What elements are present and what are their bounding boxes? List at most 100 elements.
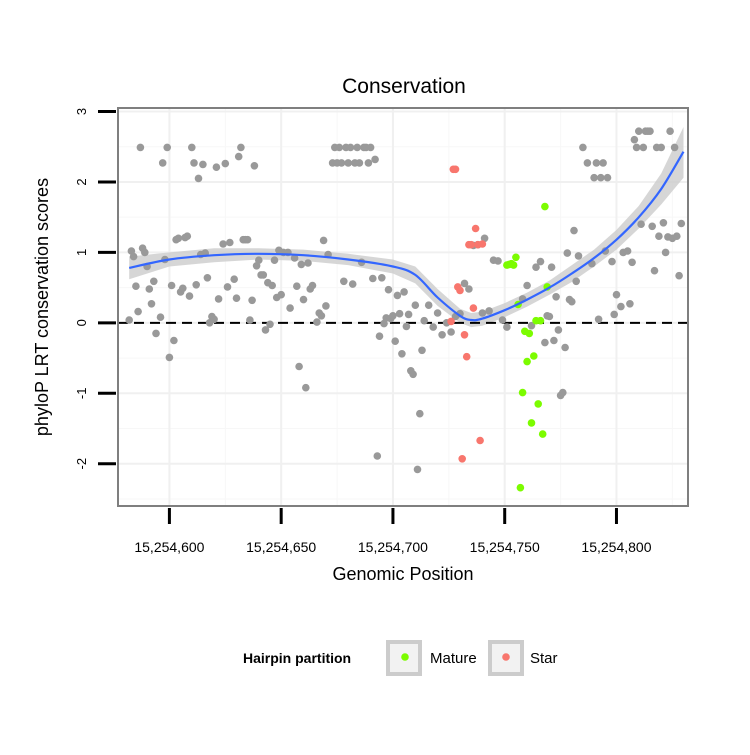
point-other	[246, 316, 254, 324]
point-other	[150, 277, 158, 286]
point-other	[340, 277, 348, 286]
y-tick-label: 3	[74, 108, 89, 115]
point-other	[460, 279, 469, 288]
x-tick-label: 15,254,800	[581, 539, 651, 555]
legend-marker-mature	[401, 653, 409, 661]
point-other	[655, 232, 663, 240]
point-other	[608, 257, 616, 266]
point-mature	[509, 261, 518, 269]
legend-key-mature	[386, 640, 422, 676]
point-other	[527, 321, 536, 330]
point-other	[223, 283, 232, 291]
point-other	[226, 238, 234, 247]
point-other	[165, 353, 174, 362]
point-other	[570, 226, 578, 235]
point-other	[494, 257, 502, 265]
point-other	[221, 159, 230, 168]
legend-title: Hairpin partition	[243, 650, 351, 666]
point-other	[203, 274, 212, 282]
x-tick-label: 15,254,600	[134, 539, 204, 555]
point-other	[673, 232, 681, 240]
point-other	[429, 323, 438, 331]
legend-marker-star	[502, 653, 510, 661]
point-other	[637, 220, 645, 228]
point-other	[125, 316, 133, 324]
point-other	[659, 219, 668, 227]
point-other	[313, 318, 321, 326]
point-star	[471, 224, 480, 233]
point-other	[270, 256, 279, 265]
point-other	[167, 281, 176, 290]
point-other	[646, 127, 654, 135]
point-other	[299, 295, 308, 304]
point-other	[418, 346, 426, 355]
point-other	[536, 257, 545, 266]
point-other	[610, 310, 618, 319]
point-other	[648, 222, 656, 231]
point-other	[480, 234, 489, 243]
point-other	[319, 236, 328, 245]
point-other	[373, 452, 382, 460]
point-other	[675, 271, 683, 280]
x-tick-label: 15,254,700	[358, 539, 428, 555]
point-other	[335, 143, 344, 152]
point-other	[438, 331, 446, 339]
point-other	[424, 301, 433, 310]
smooth-curve	[128, 151, 685, 322]
point-other	[378, 274, 386, 282]
y-tick-label: 0	[74, 319, 89, 326]
point-mature	[518, 388, 527, 397]
x-tick-label: 15,254,750	[470, 539, 540, 555]
legend-label-mature: Mature	[430, 650, 477, 667]
point-other	[152, 329, 160, 338]
point-other	[384, 285, 393, 294]
point-star	[476, 436, 484, 445]
point-mature	[516, 483, 525, 492]
point-other	[268, 281, 277, 290]
point-other	[433, 309, 442, 317]
point-other	[297, 260, 306, 269]
point-other	[550, 336, 558, 345]
point-other	[572, 277, 580, 286]
point-other	[583, 159, 592, 167]
point-other	[411, 301, 420, 310]
point-other	[375, 332, 384, 341]
point-other	[353, 143, 362, 152]
point-other	[661, 248, 670, 257]
point-other	[286, 304, 294, 312]
point-other	[254, 256, 263, 265]
point-other	[402, 322, 411, 331]
point-other	[597, 173, 605, 182]
point-other	[447, 328, 455, 336]
point-mature	[527, 419, 536, 427]
point-other	[192, 281, 200, 289]
point-other	[156, 313, 165, 322]
point-other	[346, 143, 355, 152]
point-other	[304, 259, 312, 267]
legend-item-mature: Mature	[386, 640, 477, 676]
panel-border	[117, 107, 689, 507]
point-other	[190, 159, 198, 167]
point-other	[158, 159, 167, 167]
point-other	[230, 275, 238, 284]
point-other	[163, 143, 171, 152]
point-other	[380, 319, 388, 328]
point-other	[214, 295, 223, 303]
point-other	[498, 316, 507, 324]
point-other	[132, 282, 140, 291]
point-other	[371, 155, 379, 164]
y-tick-label: 1	[74, 249, 89, 256]
point-star	[478, 240, 487, 248]
point-mature	[538, 430, 547, 438]
point-other	[295, 362, 303, 371]
point-other	[599, 159, 607, 167]
y-axis: -2 -1 0 1 2 3	[74, 108, 116, 469]
point-mature	[530, 352, 538, 360]
point-other	[413, 465, 422, 474]
point-other	[237, 143, 245, 152]
point-other	[563, 249, 572, 257]
point-other	[194, 174, 203, 183]
point-other	[266, 320, 274, 329]
point-other	[391, 337, 400, 346]
point-other	[366, 143, 375, 152]
